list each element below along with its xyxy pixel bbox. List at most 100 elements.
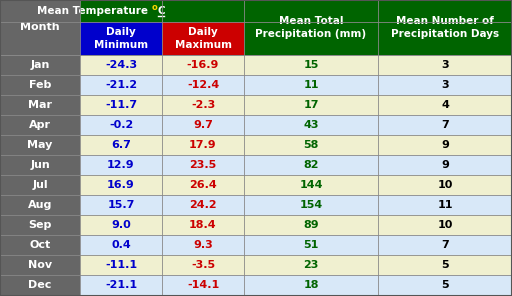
Bar bbox=[162, 235, 244, 255]
Text: 82: 82 bbox=[303, 160, 319, 170]
Text: 23: 23 bbox=[303, 260, 318, 270]
Bar bbox=[378, 195, 512, 215]
Bar bbox=[162, 195, 244, 215]
Bar bbox=[244, 175, 378, 195]
Bar bbox=[80, 0, 244, 22]
Text: 144: 144 bbox=[299, 180, 323, 190]
Text: 9: 9 bbox=[441, 160, 449, 170]
Text: -12.4: -12.4 bbox=[187, 80, 219, 90]
Bar bbox=[80, 135, 162, 155]
Bar bbox=[0, 255, 80, 275]
Bar bbox=[162, 95, 244, 115]
Bar bbox=[244, 275, 378, 295]
Text: -3.5: -3.5 bbox=[191, 260, 215, 270]
Text: 9.7: 9.7 bbox=[193, 120, 213, 130]
Bar bbox=[0, 155, 80, 175]
Text: 7: 7 bbox=[441, 240, 449, 250]
Text: 23.5: 23.5 bbox=[189, 160, 217, 170]
Bar bbox=[80, 95, 162, 115]
Bar bbox=[378, 255, 512, 275]
Text: 0.4: 0.4 bbox=[111, 240, 131, 250]
Bar bbox=[80, 275, 162, 295]
Text: 10: 10 bbox=[437, 180, 453, 190]
Text: Dec: Dec bbox=[28, 280, 52, 290]
Bar bbox=[0, 215, 80, 235]
Bar bbox=[244, 255, 378, 275]
Bar bbox=[80, 255, 162, 275]
Bar bbox=[80, 55, 162, 75]
Text: -14.1: -14.1 bbox=[187, 280, 219, 290]
Bar bbox=[162, 255, 244, 275]
Text: Daily
Minimum: Daily Minimum bbox=[94, 27, 148, 50]
Bar bbox=[80, 75, 162, 95]
Text: 26.4: 26.4 bbox=[189, 180, 217, 190]
Text: May: May bbox=[27, 140, 53, 150]
Text: 5: 5 bbox=[441, 280, 449, 290]
Bar bbox=[0, 135, 80, 155]
Bar bbox=[378, 235, 512, 255]
Bar bbox=[378, 215, 512, 235]
Bar bbox=[244, 155, 378, 175]
Text: -21.2: -21.2 bbox=[105, 80, 137, 90]
Text: 17.9: 17.9 bbox=[189, 140, 217, 150]
Bar bbox=[244, 235, 378, 255]
Text: C: C bbox=[158, 6, 165, 16]
Text: Mean Number of
Precipitation Days: Mean Number of Precipitation Days bbox=[391, 16, 499, 39]
Text: Oct: Oct bbox=[29, 240, 51, 250]
Text: 43: 43 bbox=[303, 120, 319, 130]
Text: 3: 3 bbox=[441, 60, 449, 70]
Bar bbox=[0, 175, 80, 195]
Bar bbox=[244, 0, 378, 55]
Bar bbox=[80, 215, 162, 235]
Text: 10: 10 bbox=[437, 220, 453, 230]
Text: 3: 3 bbox=[441, 80, 449, 90]
Bar bbox=[162, 75, 244, 95]
Text: 15: 15 bbox=[303, 60, 318, 70]
Bar bbox=[80, 115, 162, 135]
Bar bbox=[162, 175, 244, 195]
Bar bbox=[378, 135, 512, 155]
Bar bbox=[244, 115, 378, 135]
Bar bbox=[0, 115, 80, 135]
Bar bbox=[80, 22, 162, 55]
Bar bbox=[0, 95, 80, 115]
Text: 17: 17 bbox=[303, 100, 319, 110]
Text: 24.2: 24.2 bbox=[189, 200, 217, 210]
Bar bbox=[378, 175, 512, 195]
Text: 16.9: 16.9 bbox=[107, 180, 135, 190]
Text: 9: 9 bbox=[441, 140, 449, 150]
Text: Sep: Sep bbox=[28, 220, 52, 230]
Text: 89: 89 bbox=[303, 220, 319, 230]
Text: 12.9: 12.9 bbox=[107, 160, 135, 170]
Text: -21.1: -21.1 bbox=[105, 280, 137, 290]
Bar bbox=[80, 235, 162, 255]
Bar bbox=[244, 215, 378, 235]
Text: Feb: Feb bbox=[29, 80, 51, 90]
Text: 4: 4 bbox=[441, 100, 449, 110]
Bar bbox=[244, 135, 378, 155]
Text: 154: 154 bbox=[300, 200, 323, 210]
Text: Jul: Jul bbox=[32, 180, 48, 190]
Text: Aug: Aug bbox=[28, 200, 52, 210]
Bar bbox=[162, 135, 244, 155]
Bar bbox=[80, 155, 162, 175]
Bar bbox=[162, 155, 244, 175]
Bar bbox=[378, 0, 512, 55]
Text: Mar: Mar bbox=[28, 100, 52, 110]
Bar bbox=[378, 95, 512, 115]
Text: Jan: Jan bbox=[30, 60, 50, 70]
Bar bbox=[244, 95, 378, 115]
Text: 11: 11 bbox=[303, 80, 319, 90]
Bar bbox=[162, 275, 244, 295]
Text: 15.7: 15.7 bbox=[108, 200, 135, 210]
Text: Jun: Jun bbox=[30, 160, 50, 170]
Text: Mean Total
Precipitation (mm): Mean Total Precipitation (mm) bbox=[255, 16, 367, 39]
Text: -24.3: -24.3 bbox=[105, 60, 137, 70]
Bar bbox=[244, 195, 378, 215]
Bar bbox=[0, 235, 80, 255]
Bar bbox=[378, 115, 512, 135]
Text: Apr: Apr bbox=[29, 120, 51, 130]
Bar bbox=[162, 215, 244, 235]
Bar bbox=[244, 55, 378, 75]
Text: 9.3: 9.3 bbox=[193, 240, 213, 250]
